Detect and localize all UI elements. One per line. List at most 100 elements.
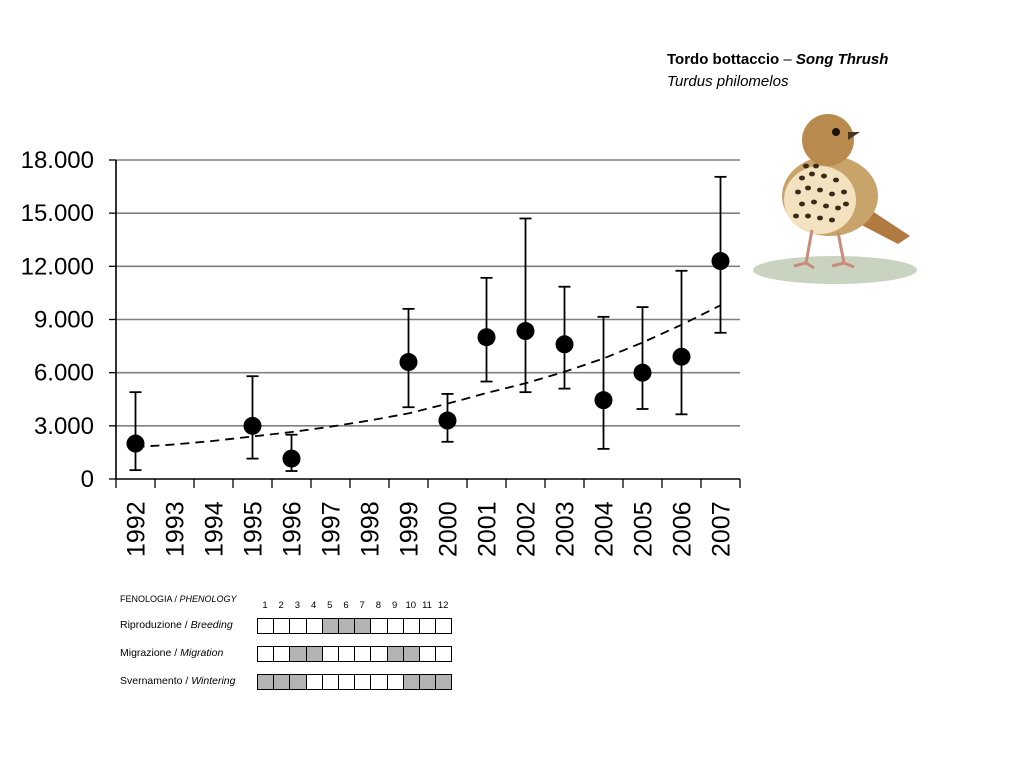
x-tick-label: 1992 [123,501,151,557]
bird-spot [835,205,841,211]
phenology-row-label-en: Breeding [190,619,233,631]
phenology-title-it: FENOLOGIA / [120,594,180,604]
phenology-month-cell [274,619,291,633]
bird-spot [803,163,809,169]
phenology-month-label: 4 [310,600,317,611]
common-name-english: Song Thrush [795,51,889,68]
title-dash: – [779,51,796,68]
bird-head [802,114,854,166]
bird-spot [817,187,823,193]
phenology-month-label: 12 [437,600,449,611]
phenology-month-cell [436,675,453,689]
x-tick-label: 1996 [279,501,307,557]
phenology-month-label: 5 [327,600,333,611]
data-point [594,391,613,410]
y-tick-label: 6.000 [34,360,94,387]
phenology-month-cell [403,619,420,633]
data-point [477,328,496,347]
phenology-month-cell [403,647,420,661]
data-points [126,252,730,468]
bird-breast [784,166,856,234]
phenology-month-cell [355,619,372,633]
x-tick-label: 2004 [591,501,619,557]
phenology-month-cell [258,675,275,689]
phenology-month-cell [371,675,388,689]
data-point [126,434,145,453]
data-point [555,335,574,354]
bird-spot [793,213,799,219]
phenology-month-cell [355,647,372,661]
phenology-row-label: Migrazione / Migration [120,647,223,659]
song-thrush-illustration [753,114,917,284]
x-tick-label: 1998 [357,501,385,557]
phenology-month-cell [306,619,323,633]
data-point [399,353,418,372]
phenology-month-cell [290,619,307,633]
x-tick-label: 2006 [669,501,697,557]
phenology-month-cell [258,619,275,633]
phenology-month-cell [322,647,339,661]
phenology-month-cell [419,647,437,661]
bird-spot [823,203,829,209]
phenology-month-cell [436,619,453,633]
phenology-month-cell [306,675,323,689]
phenology-row-label-it: Svernamento / [120,675,192,687]
trend-dashed-line [135,304,721,448]
trend-line [135,304,721,448]
bird-spot [817,215,823,221]
x-tick-label: 2000 [435,501,463,557]
phenology-month-cell [371,619,388,633]
x-tick-label: 2001 [474,501,502,557]
bird-leg-left [793,229,815,270]
phenology-row-cells [257,674,453,690]
phenology-month-cell [274,647,291,661]
x-tick-label: 2005 [630,501,658,557]
phenology-month-cell [338,675,356,689]
bird-spot [841,189,847,195]
x-tick-label: 2003 [552,501,580,557]
bird-spot [829,191,835,197]
data-point [438,411,457,430]
phenology-month-cell [290,647,307,661]
chart-axes [109,159,741,488]
bird-spot [829,217,835,223]
phenology-row-label-it: Migrazione / [120,647,181,659]
error-bars [129,175,727,472]
y-tick-label: 0 [81,466,94,493]
bird-spots [793,163,849,223]
x-tick-label: 1994 [201,501,229,557]
bird-spot [821,173,827,179]
data-point [282,449,301,468]
phenology-month-cell [322,675,339,689]
phenology-month-label: 7 [359,600,365,611]
y-tick-label: 15.000 [21,200,94,227]
y-tick-label: 9.000 [34,307,94,334]
phenology-row-cells [257,646,453,662]
phenology-month-label: 11 [422,600,432,611]
bird-ground [753,256,917,284]
x-tick-label: 1997 [318,501,346,557]
y-tick-label: 3.000 [34,413,94,440]
x-tick-label: 1995 [240,501,268,557]
phenology-month-cell [306,647,323,661]
chart-gridlines [116,159,740,427]
bird-spot [805,213,811,219]
phenology-month-cell [274,675,291,689]
bird-beak [848,132,860,140]
bird-leg-right [831,231,855,269]
data-point [672,347,691,366]
bird-spot [795,189,801,195]
x-tick-label: 2002 [513,501,541,557]
bird-spot [809,171,815,177]
species-common-name-line: Tordo bottaccio – Song Thrush [667,49,888,71]
data-point [633,363,652,382]
species-title-block: Tordo bottaccio – Song Thrush Turdus phi… [667,49,888,93]
phenology-row-label-en: Wintering [191,675,236,687]
phenology-month-cell [371,647,388,661]
y-axis-tick-labels: 0 3.000 6.000 9.000 12.000 15.000 18.000 [21,147,94,493]
bird-spot [843,201,849,207]
x-tick-label: 2007 [708,501,736,557]
phenology-month-cell [338,647,356,661]
phenology-month-cell [387,647,404,661]
data-point [711,252,730,271]
